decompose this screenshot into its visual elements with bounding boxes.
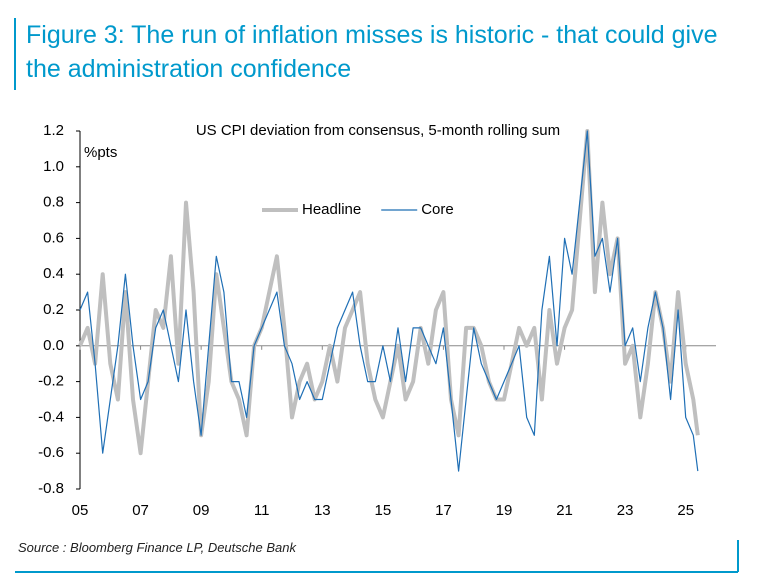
y-tick-label: -0.8 [38, 480, 64, 497]
y-tick-label: 0.4 [43, 265, 64, 282]
x-tick-label: 21 [556, 502, 573, 519]
x-tick-label: 19 [496, 502, 513, 519]
y-axis-label: %pts [84, 144, 117, 161]
y-tick-label: 0.6 [43, 229, 64, 246]
y-tick-label: 1.2 [43, 122, 64, 139]
legend-label: Headline [302, 201, 361, 218]
x-tick-label: 11 [254, 502, 270, 519]
y-tick-label: -0.6 [38, 444, 64, 461]
y-tick-label: 0.8 [43, 194, 64, 211]
x-tick-label: 23 [617, 502, 634, 519]
y-tick-label: 0.2 [43, 301, 64, 318]
figure-title: Figure 3: The run of inflation misses is… [26, 21, 718, 83]
series-line [78, 129, 700, 456]
series-line [79, 130, 699, 472]
x-tick-label: 05 [72, 502, 89, 519]
x-tick-label: 09 [193, 502, 210, 519]
x-tick-label: 07 [132, 502, 149, 519]
y-tick-label: -0.4 [38, 408, 64, 425]
chart-title: US CPI deviation from consensus, 5-month… [196, 122, 560, 139]
legend-label: Core [421, 201, 454, 218]
y-tick-label: 1.0 [43, 158, 64, 175]
x-tick-label: 15 [375, 502, 392, 519]
x-tick-label: 13 [314, 502, 331, 519]
x-tick-label: 25 [677, 502, 694, 519]
x-tick-label: 17 [435, 502, 452, 519]
source: Source : Bloomberg Finance LP, Deutsche … [18, 540, 296, 555]
y-tick-label: -0.2 [38, 373, 64, 390]
y-tick-label: 0.0 [43, 337, 64, 354]
